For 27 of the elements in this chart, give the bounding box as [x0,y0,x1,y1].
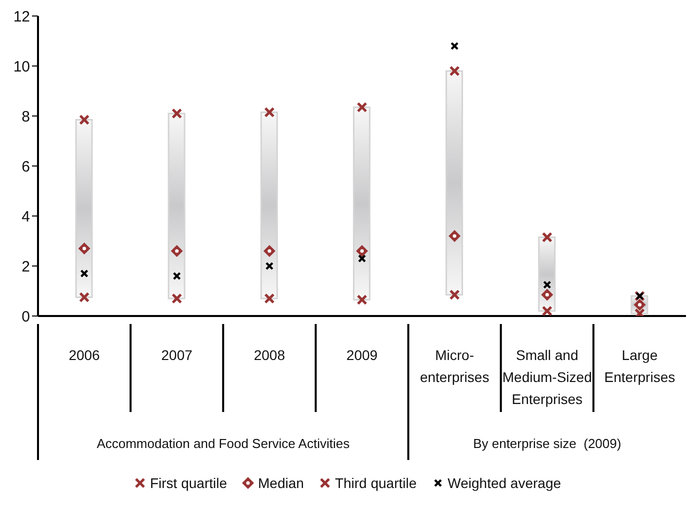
legend-label: First quartile [148,475,228,491]
x-tick-label: 2007 [161,347,193,363]
legend-label: Third quartile [334,475,417,491]
bar [260,112,278,300]
bar [352,106,370,300]
bar [168,112,186,300]
y-tick-label: 2 [22,258,30,276]
y-tick-label: 12 [13,8,30,26]
y-tick-label: 10 [13,58,30,76]
x-tick-label: 2008 [254,347,286,363]
y-tick-label: 8 [22,108,30,126]
x-tick-label: Large Enterprises [604,347,676,385]
y-tick-label: 0 [22,308,30,326]
point [541,288,554,301]
legend-label: Median [257,475,304,491]
bar [446,70,464,296]
text: By enterprise size (2009) [473,436,622,451]
x-tick-label: Small and Medium-Sized Enterprises [502,347,592,407]
legend-label: Weighted average [446,475,562,491]
y-tick-label: 4 [22,208,30,226]
bar [75,119,93,298]
point [78,242,90,254]
x-tick-label: 2006 [68,347,100,363]
y-tick-label: 6 [22,158,30,176]
x-tick-label: Micro-enterprises [420,347,490,385]
text: Accommodation and Food Service Activities [96,436,350,451]
x-tick-label: 2009 [346,347,378,363]
